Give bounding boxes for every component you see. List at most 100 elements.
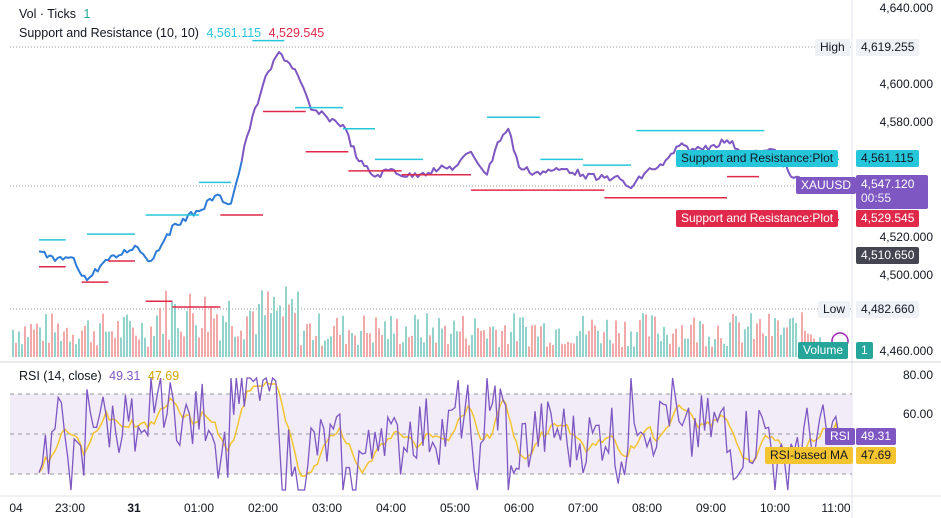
volume-bar (210, 306, 212, 357)
volume-bar (801, 312, 803, 357)
volume-bar (771, 335, 773, 357)
volume-bar (207, 331, 209, 357)
volume-bar (729, 322, 731, 357)
volume-bar (642, 313, 644, 357)
volume-bar (285, 286, 287, 357)
volume-bar (561, 343, 563, 357)
volume-bar (510, 331, 512, 357)
volume-bar (558, 328, 560, 357)
support-plot-value: 4,529.545 (856, 210, 920, 227)
volume-bar (369, 333, 371, 357)
volume-bar (270, 313, 272, 357)
rsi-legend-value: 49.31 (109, 369, 141, 383)
volume-bar (738, 322, 740, 357)
volume-bar (315, 335, 317, 357)
volume-bar (429, 335, 431, 357)
volume-bar (90, 342, 92, 357)
volume-legend[interactable]: Vol · Ticks 1 (19, 7, 94, 21)
volume-bar (726, 345, 728, 357)
volume-bar (378, 328, 380, 357)
volume-bar (258, 303, 260, 357)
volume-bar (681, 325, 683, 357)
volume-bar (471, 334, 473, 357)
volume-bar (795, 322, 797, 357)
price-tick: 4,500.000 (879, 268, 933, 282)
volume-bar (735, 316, 737, 357)
volume-bar (633, 346, 635, 357)
volume-bar (459, 331, 461, 357)
volume-bar (723, 343, 725, 357)
rsi-ma-value: 47.69 (856, 447, 897, 464)
volume-bar (213, 318, 215, 357)
volume-bar (234, 336, 236, 357)
high-tag: High (815, 39, 850, 56)
volume-bar (516, 341, 518, 357)
volume-bar (231, 325, 233, 357)
price-tick: 4,520.000 (879, 230, 933, 244)
volume-bar (306, 323, 308, 357)
volume-bar (42, 340, 44, 357)
support-resistance-legend[interactable]: Support and Resistance (10, 10) 4,561.11… (19, 26, 328, 40)
volume-bar (255, 334, 257, 357)
volume-bar (129, 320, 131, 357)
volume-bar (219, 340, 221, 357)
volume-bar (276, 310, 278, 357)
price-tick: 4,600.000 (879, 77, 933, 91)
volume-bar (543, 323, 545, 357)
volume-bar (390, 315, 392, 357)
volume-bar (750, 313, 752, 357)
volume-bar (594, 325, 596, 357)
volume-bar (525, 327, 527, 357)
volume-bar (768, 313, 770, 357)
volume-bar (327, 338, 329, 357)
volume-bar (144, 337, 146, 357)
time-tick: 31 (127, 501, 141, 515)
volume-bar (117, 320, 119, 357)
volume-bar (159, 308, 161, 357)
volume-bar (489, 327, 491, 357)
volume-bar (345, 344, 347, 357)
volume-bar (564, 344, 566, 357)
rsi-tag: RSI (825, 428, 856, 445)
volume-bar (246, 316, 248, 357)
volume-bar (765, 336, 767, 357)
volume-bar (216, 314, 218, 357)
volume-bar (783, 327, 785, 357)
volume-bar (540, 326, 542, 357)
volume-bar (120, 337, 122, 357)
rsi-legend-ma-value: 47.69 (147, 369, 180, 383)
volume-bar (135, 335, 137, 357)
volume-bar (555, 329, 557, 357)
volume-bar (261, 290, 263, 357)
volume-bar (705, 346, 707, 357)
volume-bar (267, 291, 269, 357)
volume-bar (393, 333, 395, 357)
volume-bar (273, 296, 275, 357)
volume-bar (693, 317, 695, 357)
volume-bar (432, 327, 434, 357)
volume-bar (291, 298, 293, 357)
volume-bar (486, 338, 488, 357)
volume-bar (762, 333, 764, 357)
price-line-blue (38, 161, 243, 282)
volume-bar (366, 332, 368, 357)
volume-bar (450, 333, 452, 357)
price-tick: 4,460.000 (879, 344, 933, 358)
resistance-plot-tag: Support and Resistance:Plot (676, 150, 839, 167)
volume-bar (522, 317, 524, 357)
volume-bar (408, 337, 410, 357)
time-tick: 10:00 (759, 501, 791, 515)
volume-bar (126, 314, 128, 357)
volume-bar (573, 343, 575, 357)
volume-bar (156, 315, 158, 357)
time-tick: 11:00 (821, 501, 851, 515)
time-tick: 04 (9, 501, 23, 515)
rsi-legend[interactable]: RSI (14, close) 49.31 47.69 (19, 369, 183, 383)
volume-bar (162, 333, 164, 357)
volume-bar (423, 342, 425, 357)
price-line-purple (240, 51, 840, 190)
volume-bar (225, 322, 227, 357)
volume-bar (708, 336, 710, 357)
volume-bar (81, 330, 83, 357)
